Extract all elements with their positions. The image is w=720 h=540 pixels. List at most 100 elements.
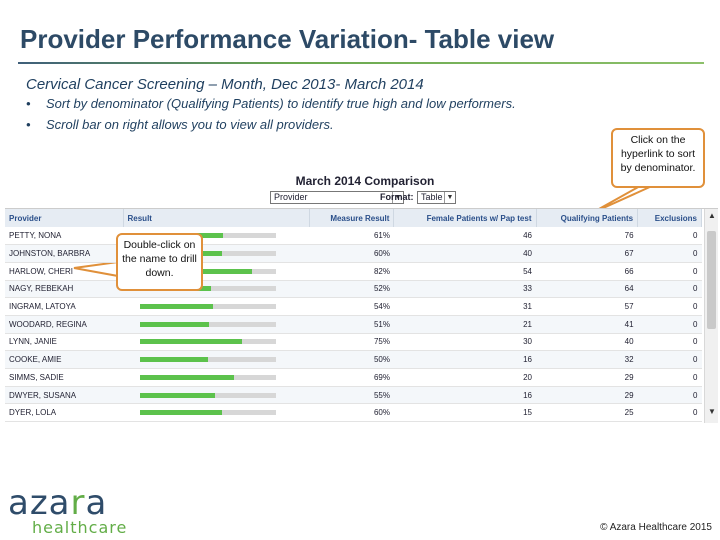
provider-name-link[interactable]: LYNN, JANIE bbox=[5, 333, 123, 352]
provider-name-link[interactable]: SIMMS, SADIE bbox=[5, 368, 123, 387]
table-body: PETTY, NONA 61% 46 76 0 JOHNSTON, BARBRA 60% 40… bbox=[5, 227, 702, 423]
provider-name-link[interactable]: DWYER, SUSANA bbox=[5, 386, 123, 405]
exclusions-cell: 0 bbox=[637, 227, 702, 246]
provider-name-link[interactable]: INGRAM, LATOYA bbox=[5, 297, 123, 316]
logo-tagline: healthcare bbox=[32, 518, 128, 537]
provider-name-link[interactable]: HARLOW, CHERI bbox=[5, 262, 123, 281]
scroll-down-icon[interactable]: ▼ bbox=[708, 407, 716, 416]
table-row[interactable]: NAGY, REBEKAH 52% 33 64 0 bbox=[5, 280, 702, 299]
chevron-down-icon[interactable]: ▼ bbox=[392, 192, 403, 203]
qualifying-patients-cell: 67 bbox=[536, 244, 638, 263]
result-bar-fill bbox=[140, 392, 215, 398]
result-bar-fill bbox=[140, 339, 242, 345]
table-row[interactable]: INGRAM, LATOYA 54% 31 57 0 bbox=[5, 297, 702, 316]
exclusions-cell: 0 bbox=[637, 280, 702, 299]
logo-wordmark: azara bbox=[8, 483, 108, 523]
measure-result-cell: 60% bbox=[309, 244, 394, 263]
column-header-qualifying-patients[interactable]: Qualifying Patients bbox=[536, 209, 639, 227]
format-label: Format: bbox=[380, 192, 414, 202]
result-bar-cell bbox=[123, 350, 309, 369]
qualifying-patients-cell: 40 bbox=[536, 333, 638, 352]
exclusions-cell: 0 bbox=[637, 350, 702, 369]
drill-down-callout: Double-click on the name to drill down. bbox=[116, 233, 203, 291]
exclusions-cell: 0 bbox=[637, 333, 702, 352]
comparison-table: Provider Result Measure Result Female Pa… bbox=[5, 209, 702, 423]
female-patients-cell: 21 bbox=[393, 315, 536, 334]
result-bar-cell bbox=[123, 333, 309, 352]
column-header-measure-result[interactable]: Measure Result bbox=[309, 209, 395, 227]
qualifying-patients-cell: 57 bbox=[536, 297, 638, 316]
format-select-value: Table bbox=[421, 192, 443, 202]
female-patients-cell: 31 bbox=[393, 297, 536, 316]
column-header-provider[interactable]: Provider bbox=[5, 209, 124, 227]
qualifying-patients-cell: 25 bbox=[536, 403, 638, 423]
qualifying-patients-cell: 29 bbox=[536, 386, 638, 405]
bullet-text: Sort by denominator (Qualifying Patients… bbox=[46, 96, 516, 111]
title-divider bbox=[18, 62, 704, 64]
table-row[interactable]: WOODARD, REGINA 51% 21 41 0 bbox=[5, 315, 702, 334]
table-scrollbar[interactable]: ▲ ▼ bbox=[704, 209, 718, 423]
exclusions-cell: 0 bbox=[637, 386, 702, 405]
exclusions-cell: 0 bbox=[637, 262, 702, 281]
sort-callout: Click on the hyperlink to sort by denomi… bbox=[611, 128, 705, 188]
result-bar-track bbox=[140, 321, 276, 327]
qualifying-patients-cell: 32 bbox=[536, 350, 638, 369]
provider-select-value: Provider bbox=[274, 192, 308, 202]
table-row[interactable]: COOKE, AMIE 50% 16 32 0 bbox=[5, 350, 702, 369]
result-bar-track bbox=[140, 410, 276, 416]
column-header-result[interactable]: Result bbox=[123, 209, 310, 227]
table-row[interactable]: DWYER, SUSANA 55% 16 29 0 bbox=[5, 386, 702, 405]
provider-name-link[interactable]: DYER, LOLA bbox=[5, 403, 123, 423]
result-bar-cell bbox=[123, 297, 309, 316]
provider-name-link[interactable]: COOKE, AMIE bbox=[5, 350, 123, 369]
table-row[interactable]: HARLOW, CHERI 82% 54 66 0 bbox=[5, 262, 702, 281]
slide-subtitle: Cervical Cancer Screening – Month, Dec 2… bbox=[26, 76, 424, 93]
table-row[interactable]: JOHNSTON, BARBRA 60% 40 67 0 bbox=[5, 244, 702, 263]
qualifying-patients-cell: 64 bbox=[536, 280, 638, 299]
provider-name-link[interactable]: PETTY, NONA bbox=[5, 227, 123, 246]
format-select[interactable]: Table ▼ bbox=[417, 191, 456, 204]
comparison-table-container: Provider Result Measure Result Female Pa… bbox=[5, 208, 718, 423]
exclusions-cell: 0 bbox=[637, 368, 702, 387]
column-header-exclusions[interactable]: Exclusions bbox=[637, 209, 702, 227]
result-bar-fill bbox=[140, 410, 222, 416]
result-bar-fill bbox=[140, 321, 210, 327]
table-row[interactable]: SIMMS, SADIE 69% 20 29 0 bbox=[5, 368, 702, 387]
scroll-thumb[interactable] bbox=[707, 231, 716, 329]
measure-result-cell: 51% bbox=[309, 315, 394, 334]
provider-select[interactable]: Provider ▼ bbox=[270, 191, 404, 204]
female-patients-cell: 46 bbox=[393, 227, 536, 246]
provider-name-link[interactable]: JOHNSTON, BARBRA bbox=[5, 244, 123, 263]
result-bar-fill bbox=[140, 304, 214, 310]
result-bar-track bbox=[140, 392, 276, 398]
result-bar-cell bbox=[123, 386, 309, 405]
chevron-down-icon[interactable]: ▼ bbox=[444, 192, 455, 203]
measure-result-cell: 61% bbox=[309, 227, 394, 246]
female-patients-cell: 54 bbox=[393, 262, 536, 281]
measure-result-cell: 55% bbox=[309, 386, 394, 405]
report-title: March 2014 Comparison bbox=[295, 174, 435, 188]
table-row[interactable]: DYER, LOLA 60% 15 25 0 bbox=[5, 403, 702, 423]
table-row[interactable]: PETTY, NONA 61% 46 76 0 bbox=[5, 227, 702, 246]
measure-result-cell: 69% bbox=[309, 368, 394, 387]
result-bar-cell bbox=[123, 403, 309, 423]
provider-name-link[interactable]: WOODARD, REGINA bbox=[5, 315, 123, 334]
result-bar-track bbox=[140, 304, 276, 310]
female-patients-cell: 20 bbox=[393, 368, 536, 387]
column-header-female-patients[interactable]: Female Patients w/ Pap test bbox=[393, 209, 537, 227]
female-patients-cell: 30 bbox=[393, 333, 536, 352]
copyright-text: © Azara Healthcare 2015 bbox=[600, 522, 712, 533]
measure-result-cell: 52% bbox=[309, 280, 394, 299]
provider-name-link[interactable]: NAGY, REBEKAH bbox=[5, 280, 123, 299]
azara-logo: azara healthcare bbox=[8, 483, 128, 537]
measure-result-cell: 82% bbox=[309, 262, 394, 281]
female-patients-cell: 15 bbox=[393, 403, 536, 423]
result-bar-cell bbox=[123, 315, 309, 334]
measure-result-cell: 75% bbox=[309, 333, 394, 352]
qualifying-patients-cell: 76 bbox=[536, 227, 638, 246]
exclusions-cell: 0 bbox=[637, 315, 702, 334]
table-row[interactable]: LYNN, JANIE 75% 30 40 0 bbox=[5, 333, 702, 352]
qualifying-patients-cell: 41 bbox=[536, 315, 638, 334]
scroll-up-icon[interactable]: ▲ bbox=[708, 211, 716, 220]
result-bar-fill bbox=[140, 374, 234, 380]
